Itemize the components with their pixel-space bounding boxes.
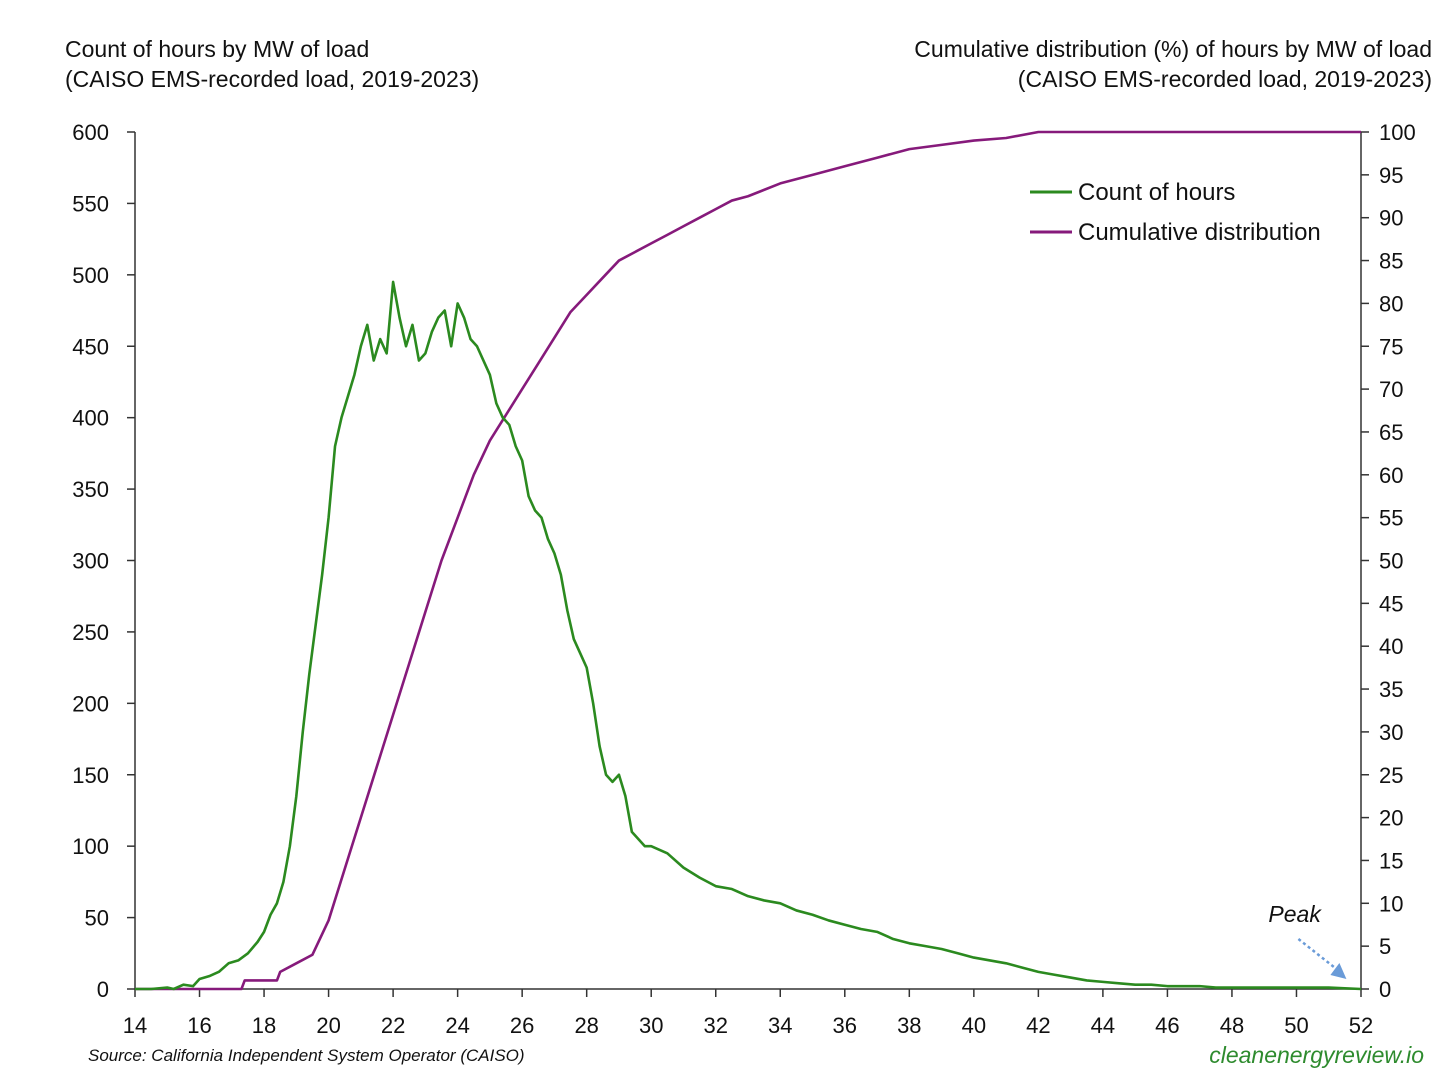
right-y-tick-label: 70 [1379,377,1403,402]
axes: 0 50 100 150 200 250 300 350 400 450 500 550 600 0 5 10… [72,120,1415,1038]
x-tick-label: 40 [962,1013,986,1038]
right-y-tick-label: 65 [1379,420,1403,445]
x-tick-label: 24 [445,1013,469,1038]
right-y-tick-label: 15 [1379,848,1403,873]
right-y-tick-label: 100 [1379,120,1416,145]
x-tick-label: 48 [1220,1013,1244,1038]
right-y-tick-label: 25 [1379,763,1403,788]
x-tick-label: 44 [1091,1013,1115,1038]
legend-label-cumulative-distribution: Cumulative distribution [1078,219,1321,246]
peak-annotation-arrow-line [1297,938,1338,970]
left-y-tick-label: 450 [72,334,109,359]
left-y-tick-label: 0 [97,977,109,1002]
left-y-tick-label: 500 [72,263,109,288]
right-y-tick-label: 10 [1379,891,1403,916]
left-y-tick-label: 50 [85,906,109,931]
x-tick-label: 18 [252,1013,276,1038]
right-y-tick-label: 55 [1379,506,1403,531]
x-tick-label: 52 [1349,1013,1373,1038]
source-note: Source: California Independent System Op… [88,1046,525,1065]
right-axis-title-line2: (CAISO EMS-recorded load, 2019-2023) [1017,66,1432,92]
peak-annotation: Peak [1268,901,1347,979]
left-y-tick-label: 150 [72,763,109,788]
peak-annotation-arrowhead [1330,963,1347,979]
right-y-tick-label: 30 [1379,720,1403,745]
right-y-tick-label: 50 [1379,549,1403,574]
series-layer [135,130,1362,991]
right-y-tick-label: 5 [1379,934,1391,959]
right-axis-title-line1: Cumulative distribution (%) of hours by … [914,36,1432,62]
left-y-tick-label: 550 [72,191,109,216]
x-tick-label: 30 [639,1013,663,1038]
x-tick-label: 28 [574,1013,598,1038]
x-tick-label: 50 [1284,1013,1308,1038]
left-y-tick-label: 600 [72,120,109,145]
legend-label-count-of-hours: Count of hours [1078,179,1235,206]
left-axis-title: Count of hours by MW of load (CAISO EMS-… [65,34,479,94]
x-tick-label: 42 [1026,1013,1050,1038]
left-y-tick-label: 350 [72,477,109,502]
x-tick-label: 22 [381,1013,405,1038]
left-y-tick-label: 300 [72,549,109,574]
right-y-tick-label: 95 [1379,163,1403,188]
left-y-tick-label: 200 [72,691,109,716]
left-axis-title-line1: Count of hours by MW of load [65,36,370,62]
left-y-tick-label: 100 [72,834,109,859]
right-y-tick-label: 90 [1379,206,1403,231]
series-line-count-of-hours [135,280,1362,991]
x-tick-label: 20 [316,1013,340,1038]
right-y-tick-label: 75 [1379,334,1403,359]
left-y-tick-label: 400 [72,406,109,431]
right-y-tick-label: 40 [1379,634,1403,659]
right-y-tick-label: 20 [1379,806,1403,831]
x-tick-label: 26 [510,1013,534,1038]
right-y-tick-label: 60 [1379,463,1403,488]
series-line-cumulative-distribution [135,130,1361,991]
peak-annotation-label: Peak [1268,901,1322,927]
left-axis-title-line2: (CAISO EMS-recorded load, 2019-2023) [65,66,480,92]
right-y-tick-label: 80 [1379,291,1403,316]
legend: Count of hours Cumulative distribution [1030,179,1321,246]
right-y-tick-label: 0 [1379,977,1391,1002]
x-tick-label: 38 [897,1013,921,1038]
x-tick-label: 16 [187,1013,211,1038]
right-y-tick-label: 45 [1379,591,1403,616]
x-tick-label: 46 [1155,1013,1179,1038]
right-y-tick-label: 35 [1379,677,1403,702]
x-tick-label: 14 [123,1013,147,1038]
x-tick-label: 36 [833,1013,857,1038]
x-tick-label: 34 [768,1013,792,1038]
brand-label: cleanenergyreview.io [1209,1042,1424,1068]
x-tick-label: 32 [703,1013,727,1038]
right-y-tick-label: 85 [1379,249,1403,274]
right-axis-title: Cumulative distribution (%) of hours by … [914,34,1432,94]
left-y-tick-label: 250 [72,620,109,645]
